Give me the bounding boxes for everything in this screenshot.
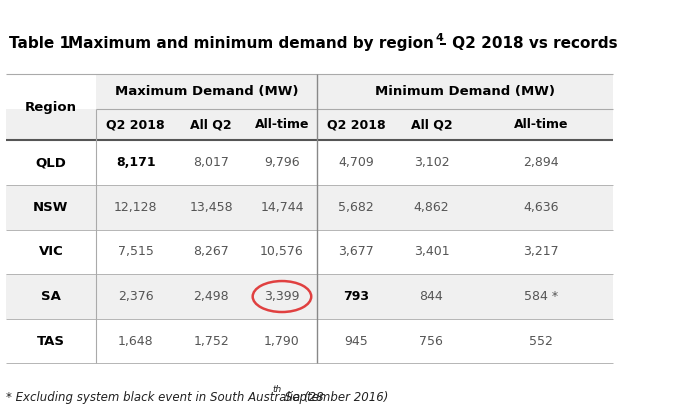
Text: 7,515: 7,515 [118, 245, 153, 259]
Text: 4,862: 4,862 [413, 201, 449, 214]
Bar [95, 74, 613, 109]
Bar [6, 185, 613, 230]
Text: 9,796: 9,796 [264, 156, 299, 169]
Text: All-time: All-time [513, 119, 568, 131]
Text: September 2016): September 2016) [281, 391, 388, 404]
Bar [6, 230, 613, 274]
Text: 844: 844 [420, 290, 443, 303]
Text: 552: 552 [529, 335, 553, 348]
Text: 5,682: 5,682 [338, 201, 374, 214]
Text: 12,128: 12,128 [114, 201, 157, 214]
Text: 2,498: 2,498 [193, 290, 229, 303]
Text: TAS: TAS [37, 335, 65, 348]
Text: 3,102: 3,102 [413, 156, 449, 169]
Text: 4,636: 4,636 [523, 201, 559, 214]
Bar [6, 274, 613, 319]
Text: Table 1: Table 1 [9, 36, 70, 51]
Text: Region: Region [25, 101, 77, 114]
Text: 14,744: 14,744 [260, 201, 304, 214]
Text: SA: SA [41, 290, 61, 303]
Text: 3,399: 3,399 [264, 290, 299, 303]
Text: 8,267: 8,267 [193, 245, 229, 259]
Text: Q2 2018: Q2 2018 [326, 119, 385, 131]
Bar [6, 109, 613, 140]
Text: 793: 793 [343, 290, 369, 303]
Text: All-time: All-time [255, 119, 309, 131]
Text: 1,752: 1,752 [193, 335, 229, 348]
Text: 13,458: 13,458 [189, 201, 233, 214]
Text: Maximum Demand (MW): Maximum Demand (MW) [115, 85, 298, 98]
Text: 1,790: 1,790 [264, 335, 300, 348]
Text: 10,576: 10,576 [260, 245, 304, 259]
Text: th: th [273, 385, 282, 394]
Text: All Q2: All Q2 [190, 119, 232, 131]
Text: QLD: QLD [35, 156, 66, 169]
Text: 1,648: 1,648 [118, 335, 153, 348]
Text: Maximum and minimum demand by region – Q2 2018 vs records: Maximum and minimum demand by region – Q… [68, 36, 618, 51]
Text: VIC: VIC [39, 245, 63, 259]
Text: 945: 945 [344, 335, 368, 348]
Text: 4: 4 [435, 33, 444, 43]
Text: 3,677: 3,677 [338, 245, 374, 259]
Text: 3,401: 3,401 [413, 245, 449, 259]
Text: 8,171: 8,171 [116, 156, 155, 169]
Text: Minimum Demand (MW): Minimum Demand (MW) [375, 85, 555, 98]
Text: Q2 2018: Q2 2018 [106, 119, 165, 131]
Text: * Excluding system black event in South Australia (28: * Excluding system black event in South … [6, 391, 324, 404]
Text: All Q2: All Q2 [411, 119, 452, 131]
Text: NSW: NSW [33, 201, 68, 214]
Text: 584 *: 584 * [524, 290, 558, 303]
Bar [6, 140, 613, 185]
Text: 2,376: 2,376 [118, 290, 153, 303]
Text: 8,017: 8,017 [193, 156, 229, 169]
Text: 3,217: 3,217 [523, 245, 559, 259]
Text: 4,709: 4,709 [338, 156, 374, 169]
Text: 2,894: 2,894 [523, 156, 559, 169]
Text: 756: 756 [420, 335, 444, 348]
Bar [6, 319, 613, 363]
